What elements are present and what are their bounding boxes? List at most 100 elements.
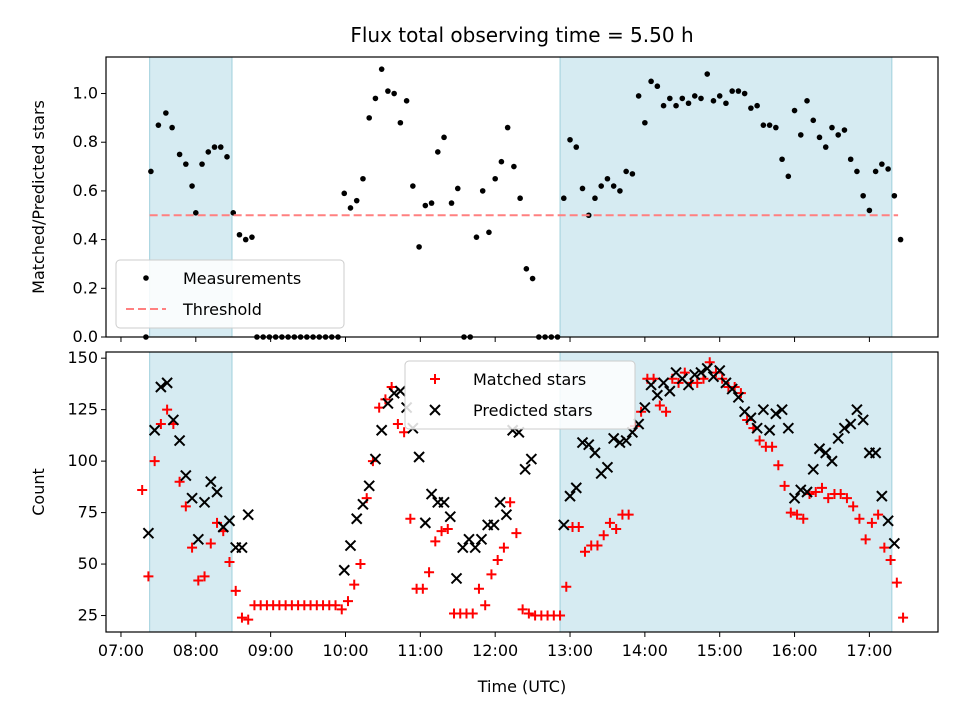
x-tick-label: 10:00 bbox=[322, 641, 368, 660]
count-predicted-stars-point bbox=[620, 434, 632, 447]
count-matched-stars-point bbox=[779, 480, 790, 491]
ratio-measurements-point bbox=[155, 122, 162, 128]
x-tick-label: 07:00 bbox=[98, 641, 144, 660]
count-matched-stars-point bbox=[187, 542, 198, 553]
count-predicted-stars-point bbox=[664, 385, 676, 397]
ratio-measurements-point bbox=[885, 166, 891, 172]
ratio-measurements-point bbox=[748, 105, 754, 111]
count-y-axis-label: Count bbox=[29, 468, 48, 516]
ratio-y-tick-label: 0.4 bbox=[73, 230, 98, 249]
x-tick-label: 17:00 bbox=[846, 641, 892, 660]
ratio-measurements-point bbox=[604, 175, 611, 182]
ratio-measurements-point bbox=[163, 110, 169, 116]
ratio-measurements-point bbox=[511, 163, 517, 170]
count-predicted-stars-point bbox=[826, 455, 838, 467]
x-tick-label: 11:00 bbox=[397, 641, 443, 660]
x-axis-label: Time (UTC) bbox=[477, 677, 566, 696]
count-predicted-stars-point bbox=[589, 447, 601, 459]
count-y-tick-label: 50 bbox=[78, 554, 98, 573]
ratio-measurements-point bbox=[879, 161, 885, 167]
count-predicted-stars-point bbox=[167, 414, 180, 426]
count-predicted-stars-point bbox=[223, 515, 236, 527]
count-predicted-stars-point bbox=[525, 453, 538, 465]
ratio-measurements-point bbox=[648, 78, 654, 85]
ratio-measurements-point bbox=[567, 136, 573, 143]
ratio-legend-measurements-marker bbox=[143, 275, 149, 281]
count-matched-stars-point bbox=[623, 509, 634, 520]
ratio-measurements-point bbox=[685, 100, 692, 107]
count-predicted-stars-point bbox=[375, 424, 388, 436]
count-predicted-stars-point bbox=[732, 391, 745, 404]
count-y-tick-label: 125 bbox=[67, 400, 98, 419]
count-legend-box bbox=[404, 360, 636, 430]
count-predicted-stars-point bbox=[813, 443, 826, 455]
ratio-measurements-point bbox=[422, 202, 429, 209]
count-matched-stars-point bbox=[555, 610, 566, 621]
count-matched-stars-point bbox=[492, 554, 503, 565]
ratio-measurements-point bbox=[729, 88, 735, 94]
count-predicted-stars-point bbox=[180, 469, 192, 482]
count-matched-stars-point bbox=[848, 501, 859, 512]
count-predicted-stars-point bbox=[876, 490, 888, 502]
x-tick-label: 14:00 bbox=[622, 641, 668, 660]
count-predicted-stars-point bbox=[607, 432, 620, 445]
count-predicted-stars-point bbox=[857, 414, 869, 426]
count-y-tick-label: 25 bbox=[78, 606, 98, 625]
count-predicted-stars-point bbox=[838, 422, 851, 434]
count-predicted-stars-point bbox=[844, 418, 857, 430]
ratio-measurements-point bbox=[410, 183, 416, 189]
count-shaded-interval-1 bbox=[149, 351, 233, 633]
count-predicted-stars-point bbox=[161, 377, 173, 389]
count-legend-predicted-stars-marker bbox=[429, 404, 441, 416]
count-matched-stars-point bbox=[486, 569, 497, 580]
ratio-y-tick-label: 1.0 bbox=[73, 84, 98, 103]
count-predicted-stars-point bbox=[801, 486, 813, 498]
ratio-measurements-point bbox=[492, 175, 498, 182]
count-predicted-stars-point bbox=[142, 527, 155, 539]
count-predicted-stars-point bbox=[363, 480, 375, 492]
count-matched-stars-point bbox=[392, 419, 403, 430]
count-predicted-stars-point bbox=[795, 484, 807, 496]
count-matched-stars-point bbox=[654, 400, 665, 411]
ratio-measurements-point bbox=[236, 231, 243, 238]
ratio-measurements-point bbox=[486, 229, 492, 236]
count-predicted-stars-point bbox=[614, 436, 626, 449]
count-matched-stars-point bbox=[336, 604, 347, 615]
count-matched-stars-point bbox=[224, 557, 235, 567]
count-predicted-stars-point bbox=[558, 519, 570, 531]
count-matched-stars-point bbox=[355, 559, 366, 570]
count-legend-matched-stars-label: Matched stars bbox=[473, 370, 586, 389]
ratio-measurements-point bbox=[673, 102, 679, 109]
ratio-measurements-point bbox=[773, 124, 779, 131]
ratio-measurements-point bbox=[385, 88, 391, 94]
ratio-measurements-point bbox=[642, 119, 648, 126]
count-predicted-stars-point bbox=[205, 475, 217, 488]
ratio-measurements-point bbox=[224, 154, 230, 160]
count-predicted-stars-point bbox=[682, 379, 695, 391]
count-matched-stars-point bbox=[199, 571, 210, 582]
count-predicted-stars-point bbox=[601, 461, 614, 474]
ratio-measurements-point bbox=[560, 195, 567, 202]
ratio-measurements-point bbox=[698, 95, 704, 102]
ratio-measurements-point bbox=[249, 234, 255, 240]
count-predicted-stars-point bbox=[236, 541, 248, 554]
count-predicted-stars-point bbox=[242, 508, 254, 521]
count-predicted-stars-point bbox=[500, 508, 513, 521]
count-predicted-stars-point bbox=[457, 541, 469, 554]
ratio-measurements-point bbox=[654, 83, 661, 90]
ratio-measurements-point bbox=[760, 122, 767, 128]
ratio-measurements-point bbox=[710, 98, 717, 104]
ratio-measurements-point bbox=[897, 236, 904, 243]
ratio-shaded-interval-2 bbox=[559, 56, 893, 338]
count-y-tick-label: 150 bbox=[67, 348, 98, 367]
count-predicted-stars-point bbox=[186, 492, 198, 504]
ratio-measurements-point bbox=[230, 210, 237, 216]
ratio-measurements-point bbox=[754, 102, 760, 109]
figure-title: Flux total observing time = 5.50 h bbox=[350, 23, 693, 47]
ratio-measurements-point bbox=[891, 192, 898, 199]
count-predicted-stars-point bbox=[807, 463, 819, 476]
count-matched-stars-point bbox=[442, 524, 453, 535]
count-matched-stars-point bbox=[604, 517, 615, 528]
ratio-measurements-point bbox=[679, 95, 686, 102]
